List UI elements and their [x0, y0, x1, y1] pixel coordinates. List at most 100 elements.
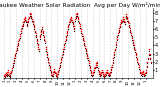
Point	[144, 72, 147, 74]
Point	[37, 48, 40, 49]
Point	[132, 42, 135, 44]
Point	[128, 25, 130, 26]
Point	[18, 40, 20, 41]
Point	[58, 67, 61, 68]
Point	[17, 42, 20, 44]
Point	[70, 19, 73, 21]
Point	[67, 24, 70, 26]
Point	[53, 68, 56, 70]
Point	[5, 72, 7, 74]
Point	[118, 25, 121, 26]
Point	[61, 54, 63, 56]
Point	[14, 54, 17, 56]
Point	[81, 33, 83, 35]
Point	[71, 21, 74, 22]
Point	[104, 74, 107, 76]
Point	[140, 73, 143, 75]
Point	[30, 16, 33, 17]
Point	[80, 30, 82, 31]
Point	[121, 18, 124, 20]
Point	[124, 16, 127, 17]
Point	[22, 20, 25, 21]
Point	[147, 53, 150, 54]
Point	[149, 59, 152, 60]
Point	[12, 63, 14, 64]
Point	[149, 57, 152, 58]
Point	[63, 48, 65, 49]
Point	[104, 73, 106, 75]
Point	[74, 18, 76, 20]
Point	[107, 74, 109, 76]
Point	[35, 35, 37, 36]
Point	[148, 53, 151, 54]
Point	[104, 75, 106, 76]
Point	[20, 31, 22, 32]
Point	[116, 35, 119, 36]
Point	[12, 60, 15, 62]
Point	[96, 61, 98, 62]
Point	[43, 38, 46, 39]
Point	[126, 18, 129, 20]
Point	[103, 75, 106, 76]
Point	[20, 32, 22, 34]
Point	[56, 73, 59, 75]
Point	[129, 31, 132, 33]
Point	[109, 71, 112, 72]
Point	[37, 45, 39, 46]
Point	[37, 43, 39, 44]
Point	[40, 29, 43, 30]
Point	[117, 34, 119, 35]
Point	[88, 65, 91, 67]
Point	[112, 54, 115, 56]
Point	[139, 71, 142, 72]
Point	[131, 39, 133, 40]
Point	[52, 72, 54, 73]
Point	[98, 72, 100, 73]
Point	[85, 52, 87, 53]
Point	[100, 72, 102, 74]
Point	[72, 27, 75, 29]
Point	[99, 74, 102, 76]
Point	[80, 28, 82, 30]
Point	[82, 40, 84, 41]
Point	[24, 19, 27, 21]
Point	[123, 20, 126, 21]
Point	[66, 30, 69, 31]
Point	[58, 69, 60, 71]
Point	[71, 23, 74, 24]
Point	[57, 72, 59, 73]
Point	[137, 64, 140, 66]
Point	[117, 30, 120, 31]
Point	[54, 72, 56, 74]
Point	[92, 71, 95, 72]
Point	[4, 75, 7, 76]
Point	[27, 18, 30, 20]
Point	[144, 74, 146, 76]
Point	[41, 28, 43, 30]
Point	[8, 73, 10, 75]
Point	[39, 34, 41, 35]
Point	[126, 20, 129, 21]
Point	[83, 45, 86, 46]
Point	[61, 51, 64, 53]
Point	[106, 72, 109, 74]
Point	[48, 67, 51, 68]
Point	[27, 20, 30, 21]
Point	[31, 22, 34, 23]
Point	[19, 33, 21, 35]
Point	[120, 21, 122, 22]
Point	[117, 32, 119, 34]
Point	[30, 18, 33, 19]
Point	[48, 65, 51, 67]
Point	[52, 73, 54, 75]
Point	[81, 37, 84, 39]
Point	[101, 69, 103, 71]
Point	[45, 51, 48, 53]
Point	[65, 36, 67, 38]
Point	[112, 58, 115, 59]
Point	[34, 34, 37, 35]
Point	[123, 22, 126, 23]
Point	[140, 72, 142, 74]
Point	[52, 70, 55, 71]
Point	[29, 15, 32, 17]
